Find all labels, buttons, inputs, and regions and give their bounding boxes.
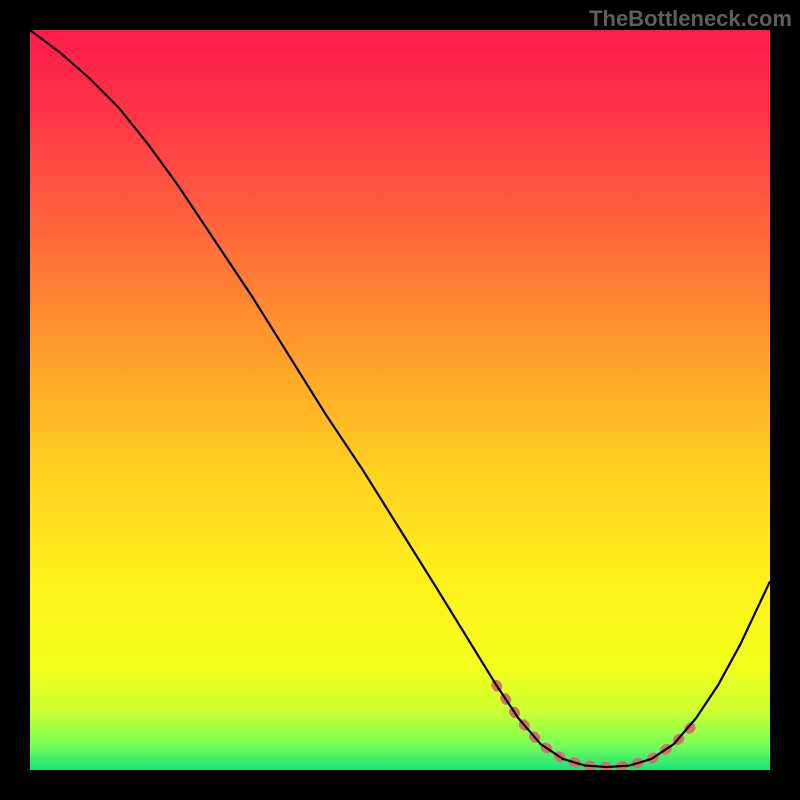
watermark-text: TheBottleneck.com <box>589 6 792 32</box>
stage: TheBottleneck.com <box>0 0 800 800</box>
bottleneck-chart <box>0 0 800 800</box>
chart-background <box>30 30 770 770</box>
